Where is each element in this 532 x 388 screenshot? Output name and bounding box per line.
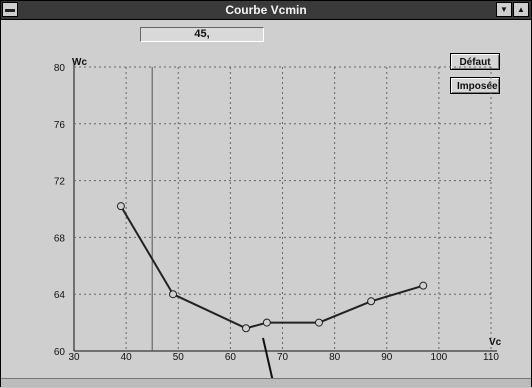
x-tick-label: 80 — [329, 352, 341, 363]
title-bar[interactable]: ▬ Courbe Vcmin ▼ ▲ — [1, 1, 531, 20]
window-title: Courbe Vcmin — [225, 3, 307, 17]
x-tick-label: 90 — [381, 352, 393, 363]
series-line — [120, 205, 424, 330]
data-point[interactable] — [262, 318, 271, 327]
y-tick-label: 68 — [54, 233, 66, 244]
x-axis-label: Vc — [489, 337, 502, 348]
x-tick-label: 30 — [68, 352, 80, 363]
status-strip — [1, 378, 531, 387]
data-point[interactable] — [419, 281, 428, 290]
imposed-button[interactable]: Imposée — [450, 77, 500, 94]
minimize-icon[interactable]: ▼ — [496, 2, 512, 17]
x-tick-label: 60 — [225, 352, 237, 363]
data-point[interactable] — [367, 297, 376, 306]
y-tick-label: 76 — [54, 120, 66, 131]
x-tick-label: 40 — [121, 352, 133, 363]
y-tick-label: 60 — [54, 347, 66, 358]
x-tick-label: 50 — [173, 352, 185, 363]
cursor-value-readout: 45, — [140, 27, 264, 42]
data-point[interactable] — [314, 318, 323, 327]
y-axis-label: Wc — [72, 57, 87, 68]
y-tick-label: 72 — [54, 177, 66, 188]
y-tick-label: 64 — [54, 290, 66, 301]
x-tick-label: 110 — [483, 352, 499, 363]
data-point[interactable] — [242, 324, 251, 333]
data-point[interactable] — [116, 202, 125, 211]
system-menu-icon[interactable]: ▬ — [2, 2, 18, 17]
x-tick-label: 100 — [431, 352, 448, 363]
data-point[interactable] — [169, 290, 178, 299]
x-tick-label: 70 — [277, 352, 289, 363]
maximize-icon[interactable]: ▲ — [513, 2, 529, 17]
y-tick-label: 80 — [54, 63, 66, 74]
default-button[interactable]: Défaut — [450, 53, 500, 70]
